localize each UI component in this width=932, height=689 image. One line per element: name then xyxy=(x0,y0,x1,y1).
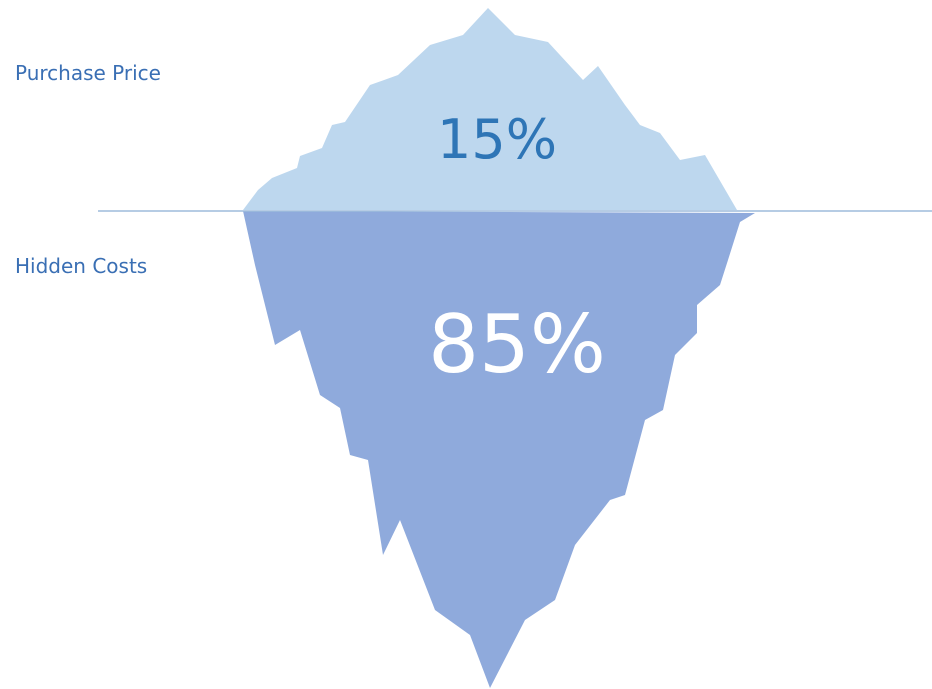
top-label: Purchase Price xyxy=(15,61,161,85)
bottom-label: Hidden Costs xyxy=(15,254,147,278)
top-value: 15% xyxy=(437,108,557,171)
page: Purchase Price Hidden Costs 15% 85% (() … xyxy=(0,0,932,689)
iceberg-diagram: Purchase Price Hidden Costs 15% 85% xyxy=(0,0,932,689)
iceberg-bottom xyxy=(243,211,755,688)
bottom-value: 85% xyxy=(428,298,606,391)
